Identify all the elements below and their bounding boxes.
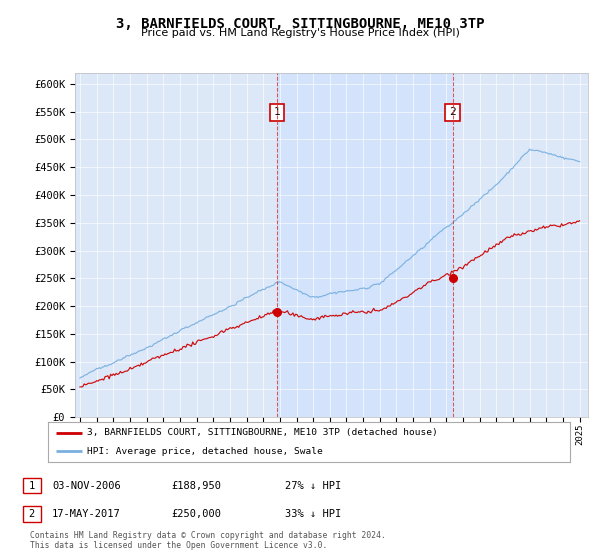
- Text: £188,950: £188,950: [171, 480, 221, 491]
- Text: 1: 1: [274, 108, 281, 118]
- Text: 03-NOV-2006: 03-NOV-2006: [52, 480, 121, 491]
- Text: 27% ↓ HPI: 27% ↓ HPI: [285, 480, 341, 491]
- Bar: [277, 73, 452, 417]
- Text: £250,000: £250,000: [171, 509, 221, 519]
- Text: 17-MAY-2017: 17-MAY-2017: [52, 509, 121, 519]
- Text: 1: 1: [29, 480, 35, 491]
- Text: 33% ↓ HPI: 33% ↓ HPI: [285, 509, 341, 519]
- Text: 2: 2: [29, 509, 35, 519]
- Text: Contains HM Land Registry data © Crown copyright and database right 2024.
This d: Contains HM Land Registry data © Crown c…: [30, 530, 386, 550]
- Text: 3, BARNFIELDS COURT, SITTINGBOURNE, ME10 3TP (detached house): 3, BARNFIELDS COURT, SITTINGBOURNE, ME10…: [87, 428, 438, 437]
- Text: 3, BARNFIELDS COURT, SITTINGBOURNE, ME10 3TP: 3, BARNFIELDS COURT, SITTINGBOURNE, ME10…: [116, 17, 484, 31]
- Text: 2: 2: [449, 108, 456, 118]
- Text: Price paid vs. HM Land Registry's House Price Index (HPI): Price paid vs. HM Land Registry's House …: [140, 28, 460, 38]
- Text: HPI: Average price, detached house, Swale: HPI: Average price, detached house, Swal…: [87, 447, 323, 456]
